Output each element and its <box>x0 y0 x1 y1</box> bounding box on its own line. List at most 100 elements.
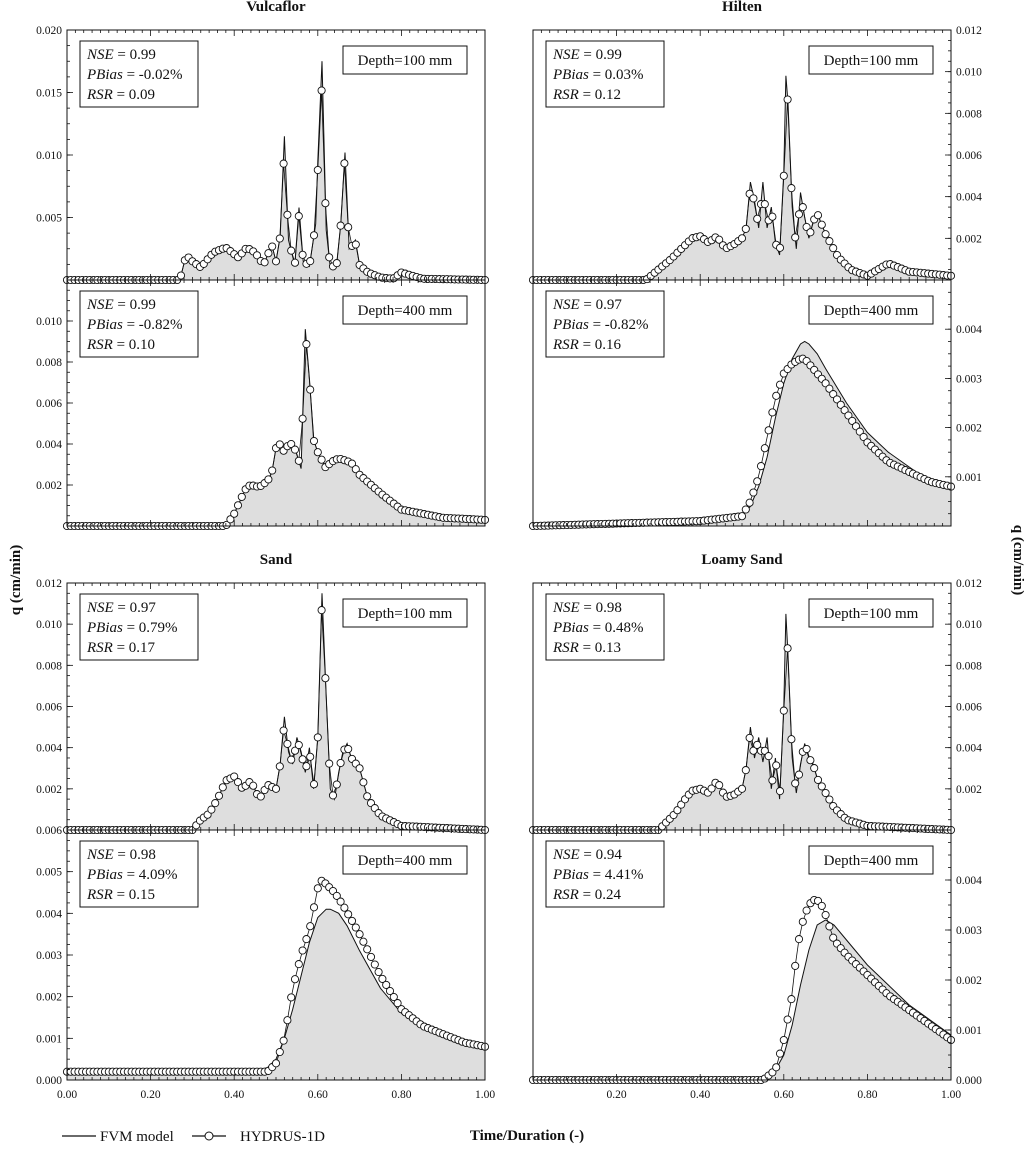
depth-label: Depth=400 mm <box>358 853 453 869</box>
hydrus-point <box>829 933 838 942</box>
stats-line: PBias = -0.02% <box>86 67 183 83</box>
hydrus-point <box>359 778 368 787</box>
y-tick-label: 0.002 <box>956 423 982 435</box>
panels: 0.005 0.010 0.015 0.020 Vulcaflor NSE = 0.99 P… <box>36 0 982 1101</box>
hydrus-point <box>768 776 777 785</box>
hydrus-point <box>275 1047 284 1057</box>
hydrus-point <box>340 159 349 168</box>
x-tick-label: 0.40 <box>224 1089 244 1101</box>
hydrus-point <box>707 784 716 793</box>
stats-line: RSR = 0.15 <box>86 887 155 903</box>
hydrus-point <box>791 233 800 242</box>
hydrus-point <box>745 733 754 742</box>
hydrus-point <box>855 427 864 436</box>
fvm-area <box>67 329 485 526</box>
y-tick-label: 0.002 <box>36 992 62 1004</box>
hydrus-point <box>287 755 296 764</box>
hydrus-point <box>359 937 368 946</box>
hydrus-point <box>344 910 353 919</box>
stats-box <box>545 40 665 108</box>
stats-box <box>545 840 665 908</box>
hydrus-point <box>325 759 334 768</box>
y-tick-label: 0.004 <box>956 743 982 755</box>
hydrus-point <box>302 935 311 944</box>
stats-line: NSE = 0.94 <box>552 847 622 863</box>
hydrus-point <box>336 758 345 768</box>
y-tick-label: 0.005 <box>36 867 62 879</box>
hydrus-point <box>237 492 246 501</box>
y-tick-label: 0.004 <box>36 439 62 451</box>
hydrus-point <box>756 462 766 471</box>
y-tick-label: 0.010 <box>956 67 982 79</box>
hydrus-point <box>787 184 796 193</box>
legend-hydrus-label: HYDRUS-1D <box>240 1129 325 1145</box>
stats-line: NSE = 0.98 <box>86 847 156 863</box>
stats-line: RSR = 0.13 <box>552 640 621 656</box>
hydrus-point <box>772 1063 781 1072</box>
y-tick-label: 0.006 <box>36 398 62 410</box>
x-tick-label: 1.00 <box>941 1089 961 1101</box>
hydrus-point <box>737 234 747 243</box>
hydrus-point <box>753 740 762 749</box>
y-tick-label: 0.001 <box>36 1033 62 1045</box>
panel-vulcaflor-100mm: 0.005 0.010 0.015 0.020 Vulcaflor NSE = 0.99 P… <box>36 0 490 285</box>
hydrus-point <box>306 257 315 266</box>
hydrus-point <box>821 910 830 920</box>
hydrus-point <box>794 770 804 779</box>
hydrus-point <box>211 799 220 808</box>
x-tick-label: 0.80 <box>391 1089 411 1101</box>
y-axis-label-left: q (cm/min) <box>8 545 24 615</box>
hydrus-point <box>821 230 830 239</box>
hydrus-point <box>298 755 307 764</box>
hydrus-point <box>336 221 345 230</box>
y-tick-label: 0.001 <box>956 472 982 484</box>
panel-vulcaflor-400mm: 0.002 0.004 0.006 0.008 0.010 NSE = 0.99 PBias… <box>36 279 490 531</box>
hydrus-point <box>302 340 311 349</box>
panel-sand-400mm: 0.000 0.001 0.002 0.003 0.004 0.005 0.006 0.00 0… <box>36 825 495 1101</box>
hydrus-point <box>332 780 341 789</box>
hydrus-point <box>298 250 307 259</box>
hydrus-point <box>370 960 379 969</box>
hydrus-point <box>332 259 341 268</box>
hydrus-point <box>313 884 322 893</box>
y-tick-label: 0.012 <box>956 578 982 590</box>
stats-line: RSR = 0.24 <box>552 887 622 903</box>
x-tick-label: 0.20 <box>141 1089 161 1101</box>
x-tick-label: 0.20 <box>607 1089 627 1101</box>
hydrus-point <box>825 237 834 246</box>
stats-line: NSE = 0.97 <box>552 297 622 313</box>
depth-label: Depth=400 mm <box>824 853 919 869</box>
stats-box <box>79 40 199 108</box>
depth-label: Depth=100 mm <box>824 606 919 622</box>
hydrus-point <box>264 475 273 484</box>
panel-title: Sand <box>260 552 293 568</box>
hydrus-point <box>806 756 815 765</box>
panel-sand-100mm: 0.002 0.004 0.006 0.008 0.010 0.012 Sand NSE = … <box>36 552 490 835</box>
hydrus-point <box>355 764 364 773</box>
hydrus-point <box>760 200 769 209</box>
hydrus-point <box>317 86 326 95</box>
legend-hydrus-marker <box>204 1131 214 1141</box>
hydrus-point <box>275 762 284 771</box>
y-tick-label: 0.006 <box>36 702 62 714</box>
hydrus-point <box>779 171 788 180</box>
y-tick-label: 0.000 <box>956 1075 982 1087</box>
hydrus-point <box>737 512 747 521</box>
hydrus-point <box>749 194 758 203</box>
depth-box <box>808 295 934 325</box>
hydrus-point <box>268 466 277 475</box>
hydrus-point <box>745 498 754 507</box>
stats-line: RSR = 0.09 <box>86 87 155 103</box>
hydrus-point <box>332 891 341 900</box>
hydrus-point <box>252 251 262 260</box>
hydrus-point <box>264 249 273 258</box>
hydrus-point <box>309 780 319 789</box>
stats-line: PBias = 0.48% <box>552 620 644 636</box>
hydrus-point <box>351 923 360 932</box>
hydrus-point <box>256 792 265 801</box>
stats-box <box>79 290 199 358</box>
hydrus-point <box>772 761 781 770</box>
hydrus-point <box>271 257 281 266</box>
hydrus-point <box>287 439 296 449</box>
hydrus-point <box>321 199 330 208</box>
